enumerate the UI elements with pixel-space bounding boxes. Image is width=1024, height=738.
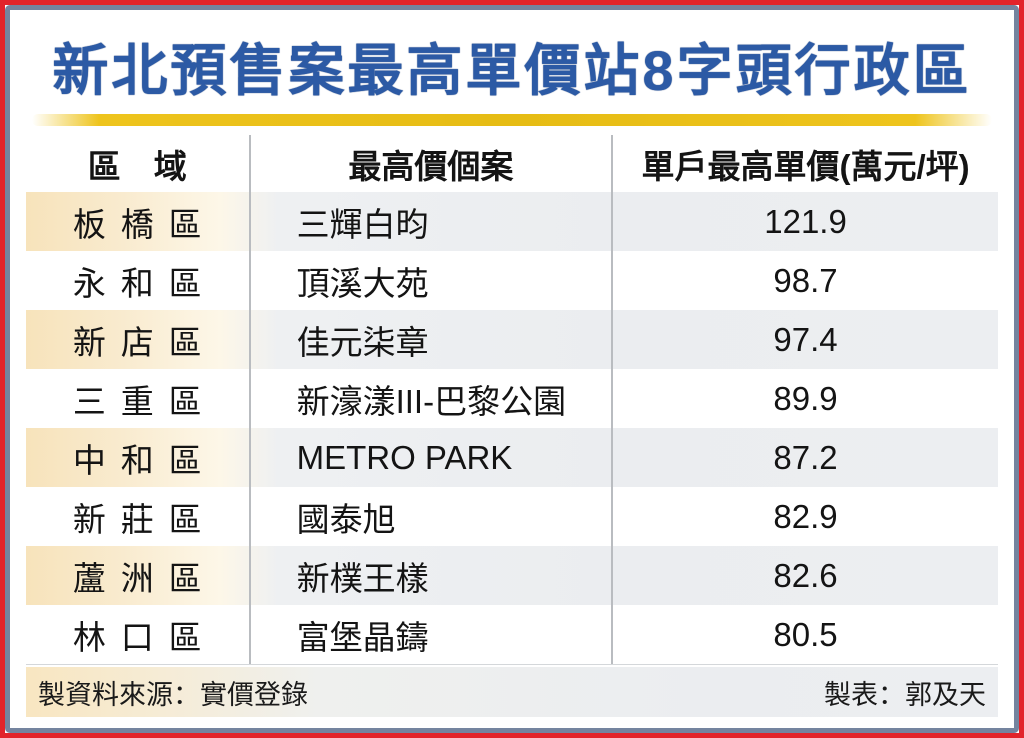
price-cell: 98.7 <box>611 251 998 310</box>
price-cell: 121.9 <box>611 192 998 251</box>
project-cell: 三輝白昀 <box>248 192 612 251</box>
district-cell: 林口區 <box>72 618 217 656</box>
project-cell: 佳元柒章 <box>248 310 612 369</box>
district-cell: 新莊區 <box>72 500 217 538</box>
data-source-note: 製資料來源：實價登錄 <box>38 679 308 710</box>
price-cell: 82.6 <box>611 546 998 605</box>
column-header-price: 單戶最高單價(萬元/坪) <box>611 135 998 192</box>
price-table: 區 域 最高價個案 單戶最高單價(萬元/坪) 板橋區 三輝白昀 121.9 永和… <box>26 135 998 665</box>
district-cell: 板橋區 <box>72 205 217 243</box>
table-row: 板橋區 三輝白昀 121.9 <box>26 192 998 251</box>
project-cell: 新濠漾III-巴黎公園 <box>248 369 612 428</box>
price-cell: 80.5 <box>611 605 998 664</box>
graphic-inner-frame: 新北預售案最高單價站8字頭行政區 區 域 最高價個案 單戶最高單價(萬元/坪) … <box>5 5 1019 733</box>
column-header-district: 區 域 <box>87 147 187 185</box>
district-cell: 蘆洲區 <box>72 559 217 597</box>
district-cell: 三重區 <box>72 382 217 420</box>
column-header-project: 最高價個案 <box>248 135 612 192</box>
table-body: 板橋區 三輝白昀 121.9 永和區 頂溪大苑 98.7 新店區 佳元柒章 97… <box>26 192 998 665</box>
table-row: 新店區 佳元柒章 97.4 <box>26 310 998 369</box>
page-title: 新北預售案最高單價站8字頭行政區 <box>52 39 972 102</box>
project-cell: 頂溪大苑 <box>248 251 612 310</box>
title-underline-bar <box>32 114 992 126</box>
project-cell: METRO PARK <box>248 428 612 487</box>
table-row: 林口區 富堡晶鑄 80.5 <box>26 605 998 664</box>
district-cell: 中和區 <box>72 441 217 479</box>
project-cell: 新樸王樣 <box>248 546 612 605</box>
price-cell: 87.2 <box>611 428 998 487</box>
table-row: 中和區 METRO PARK 87.2 <box>26 428 998 487</box>
price-cell: 82.9 <box>611 487 998 546</box>
district-cell: 新店區 <box>72 323 217 361</box>
price-cell: 97.4 <box>611 310 998 369</box>
project-cell: 富堡晶鑄 <box>248 605 612 664</box>
table-header-row: 區 域 最高價個案 單戶最高單價(萬元/坪) <box>26 135 998 192</box>
price-cell: 89.9 <box>611 369 998 428</box>
table-row: 永和區 頂溪大苑 98.7 <box>26 251 998 310</box>
district-cell: 永和區 <box>72 264 217 302</box>
table-row: 新莊區 國泰旭 82.9 <box>26 487 998 546</box>
table-row: 蘆洲區 新樸王樣 82.6 <box>26 546 998 605</box>
footer-band: 製資料來源：實價登錄 製表：郭及天 <box>26 667 998 717</box>
credit-note: 製表：郭及天 <box>824 679 986 710</box>
table-row: 三重區 新濠漾III-巴黎公園 89.9 <box>26 369 998 428</box>
project-cell: 國泰旭 <box>248 487 612 546</box>
